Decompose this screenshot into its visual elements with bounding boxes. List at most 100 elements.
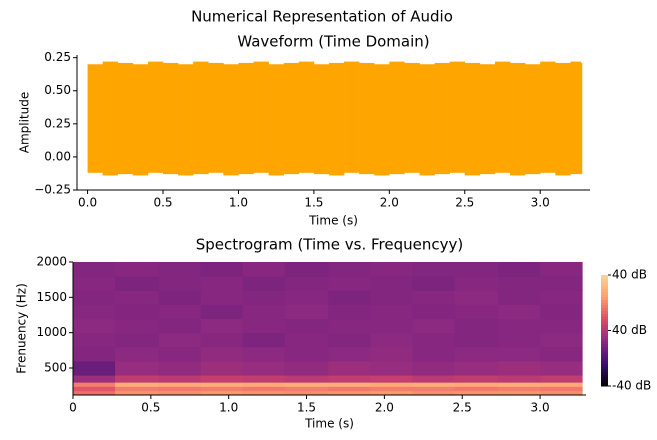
heatmap-cell [370,346,413,362]
heatmap-cell [412,360,455,376]
heatmap-cell [115,390,160,396]
heatmap-cell [73,262,116,277]
y-tick-label: −0.25 [34,183,71,197]
heatmap-cell [370,375,413,383]
heatmap-cell [454,360,499,376]
waveform-envelope [102,61,119,176]
heatmap-cell [284,332,329,348]
x-tick-label: 1.5 [297,401,316,415]
colorbar-segment [601,361,608,365]
heatmap-cell [540,346,583,362]
waveform-envelope [389,61,405,175]
heatmap-cell [284,318,329,334]
heatmap-cell [158,318,202,334]
waveform-envelope [510,62,526,176]
heatmap-cell [242,262,286,277]
waveform-envelope [238,62,254,175]
heatmap-cell [242,290,286,305]
heatmap-cell [540,304,583,320]
heatmap-cell [242,386,286,392]
heatmap-cell [540,332,583,348]
y-tick-label: 500 [44,361,67,375]
waveform-envelope [540,61,556,173]
heatmap-cell [242,276,286,291]
heatmap-cell [498,360,541,376]
heatmap-cell [540,375,583,383]
heatmap-cell [498,304,541,320]
heatmap-cell [328,346,371,362]
waveform-envelope [464,62,481,176]
waveform-envelope [208,62,224,173]
colorbar-segment [601,302,608,307]
x-tick-label: 3.0 [531,196,550,210]
heatmap-cell [73,332,116,348]
colorbar-segment [601,347,608,351]
colorbar-segment [601,291,608,295]
colorbar-segment [601,319,608,323]
heatmap-cell [454,390,499,396]
heatmap-cell [370,382,413,387]
heatmap-cell [540,262,583,277]
heatmap-cell [73,386,116,392]
colorbar-segment [601,369,608,373]
colorbar-segment [601,380,608,384]
heatmap-cell [498,390,541,396]
colorbar-segment [601,308,608,312]
heatmap-cell [284,375,329,383]
colorbar-segment [601,344,608,348]
waveform-envelope [555,62,571,176]
colorbar-segment [601,297,608,301]
heatmap-cell [412,332,455,348]
heatmap-cell [158,304,202,320]
waveform-envelope [117,62,134,175]
heatmap-cell [73,390,116,396]
waveform-envelope [580,62,583,175]
suptitle: Numerical Representation of Audio [191,8,453,26]
heatmap-cell [328,276,371,291]
heatmap-cell [284,390,329,396]
heatmap-cell [200,360,244,376]
y-axis-label: Frenuency (Hz) [15,283,29,373]
heatmap-cell [115,318,160,334]
heatmap-cell [200,304,244,320]
waveform-envelope [268,64,285,176]
heatmap-cell [328,318,371,334]
heatmap-cell [498,332,541,348]
y-tick-label: 1000 [36,325,67,339]
heatmap-cell [412,262,455,277]
waveform-envelope [434,62,450,175]
heatmap-cell [242,318,286,334]
axes-title: Spectrogram (Time vs. Frequencyy) [196,236,463,254]
colorbar-segment [601,275,608,279]
heatmap-cell [328,360,371,376]
y-tick-label: 0.25 [44,116,71,130]
colorbar-segment [601,341,608,345]
heatmap-cell [454,382,499,387]
heatmap-cell [158,386,202,392]
heatmap-cell [328,390,371,396]
x-axis-label: Time (s) [308,214,358,228]
heatmap-cell [115,386,160,392]
heatmap-cell [158,290,202,305]
waveform-envelope [359,62,375,175]
heatmap-cell [540,386,583,392]
waveform-envelope [178,64,194,176]
heatmap-cell [115,262,160,277]
colorbar-segment [601,349,608,354]
heatmap-cell [242,375,286,383]
waveform-envelope [570,61,582,175]
waveform-envelope [132,64,149,176]
heatmap-cell [158,375,202,383]
heatmap-cell [158,390,202,396]
heatmap-cell [158,332,202,348]
y-tick-label: 0.50 [44,83,71,97]
heatmap-cell [284,346,329,362]
x-tick-label: 1.0 [229,196,248,210]
colorbar-segment [601,338,608,343]
colorbar-segment [601,372,608,376]
waveform-envelope [374,64,390,176]
y-tick-label: 2000 [36,255,67,269]
heatmap-cell [73,375,116,383]
heatmap-cell [115,375,160,383]
